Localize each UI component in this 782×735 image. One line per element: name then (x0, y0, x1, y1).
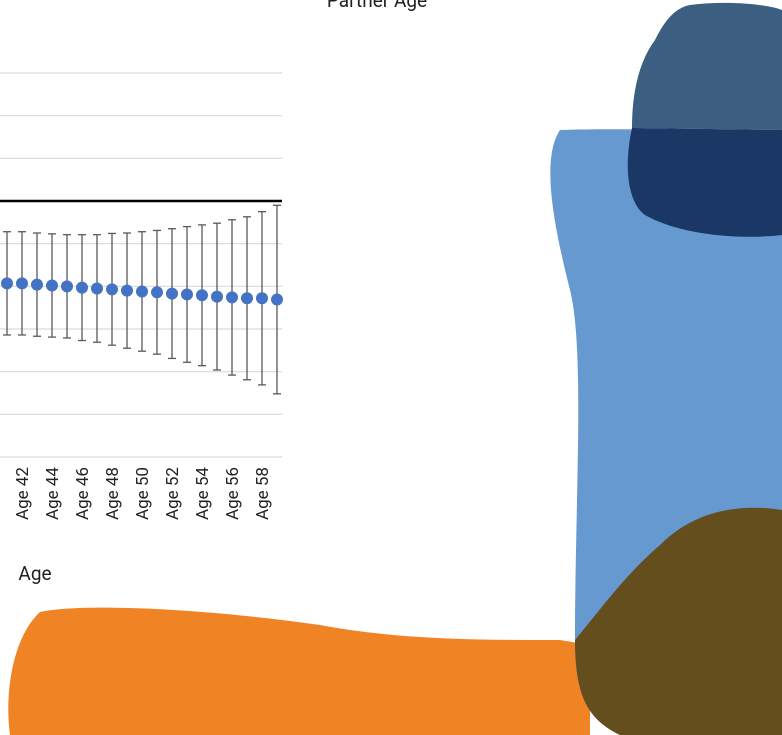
brown-blob (575, 507, 782, 735)
data-point (166, 287, 178, 300)
chart-title: Partner Age (327, 0, 427, 12)
x-tick-label: Age 42 (13, 467, 33, 520)
data-point (181, 288, 193, 301)
overlay-shapes (8, 2, 782, 735)
plot-area: Age 42 Age 44 Age 46 Age 48 Age 50 Age 52 Age … (0, 72, 283, 520)
data-point (241, 292, 253, 305)
data-point (46, 279, 58, 292)
data-point (91, 282, 103, 295)
data-point (196, 289, 208, 302)
data-point (1, 277, 13, 290)
data-point (271, 293, 283, 306)
data-point (76, 281, 88, 294)
x-axis-label: Age (18, 562, 51, 585)
x-tick-label: Age 54 (193, 467, 213, 520)
data-point (31, 278, 43, 291)
data-point (121, 284, 133, 297)
x-tick-label: Age 58 (253, 467, 273, 520)
x-tick-label: Age 52 (163, 467, 183, 520)
data-point (61, 280, 73, 293)
data-point (16, 277, 28, 290)
x-tick-label: Age 48 (103, 467, 123, 520)
data-point (151, 286, 163, 299)
dark-blue-blob (632, 2, 782, 130)
x-tick-label: Age 56 (223, 467, 243, 520)
data-point (211, 290, 223, 303)
data-point (256, 292, 268, 305)
data-point (226, 291, 238, 304)
data-point (136, 285, 148, 298)
orange-blob (8, 607, 590, 735)
data-point (106, 283, 118, 296)
navy-blob (627, 128, 782, 237)
x-tick-label: Age 44 (43, 467, 63, 520)
x-tick-label: Age 50 (133, 467, 153, 520)
x-tick-label: Age 46 (73, 467, 93, 520)
